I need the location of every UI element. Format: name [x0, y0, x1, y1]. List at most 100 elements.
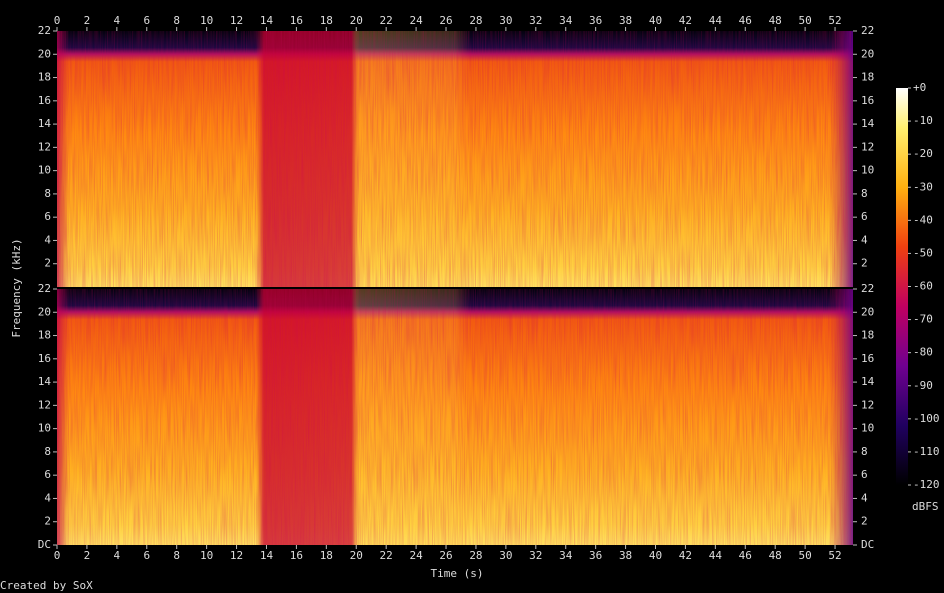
y-tick-label: 20 [38, 305, 51, 318]
colorbar-tick-label: -30 [913, 180, 933, 193]
x-tick-label: 42 [679, 14, 692, 27]
x-tick-label: 10 [200, 14, 213, 27]
x-tick-label: 50 [798, 549, 811, 562]
x-tick-label: 14 [260, 14, 274, 27]
x-tick-label: 8 [173, 14, 180, 27]
y-tick-label: 10 [861, 164, 874, 177]
x-tick-label: 0 [54, 14, 61, 27]
x-tick-label: 36 [589, 549, 602, 562]
y-tick-label: 8 [861, 187, 868, 200]
x-tick-label: 42 [679, 549, 692, 562]
colorbar-tick-label: -60 [913, 280, 933, 293]
y-tick-label: 20 [861, 305, 874, 318]
y-tick-label: 6 [44, 468, 51, 481]
y-tick-label: 22 [861, 24, 874, 37]
x-tick-label: 16 [290, 549, 303, 562]
x-tick-label: 48 [769, 549, 782, 562]
y-tick-label: 4 [861, 233, 868, 246]
x-tick-label: 26 [439, 549, 452, 562]
y-tick-label: 12 [861, 398, 874, 411]
x-tick-label: 38 [619, 549, 632, 562]
y-tick-label: 10 [861, 422, 874, 435]
y-tick-label: 16 [38, 94, 51, 107]
colorbar-tick-label: -100 [913, 412, 940, 425]
y-tick-label: 16 [861, 94, 874, 107]
x-tick-label: 0 [54, 549, 61, 562]
x-tick-label: 52 [828, 14, 841, 27]
y-tick-label: 4 [44, 491, 51, 504]
y-tick-label: 16 [861, 352, 874, 365]
x-tick-label: 4 [114, 14, 121, 27]
y-tick-label: 22 [38, 282, 51, 295]
x-tick-label: 46 [739, 14, 752, 27]
colorbar-tick-label: -10 [913, 114, 933, 127]
x-tick-label: 32 [529, 14, 542, 27]
y-tick-label: 20 [861, 47, 874, 60]
y-tick-label: 18 [861, 329, 874, 342]
y-tick-label: DC [861, 538, 874, 551]
colorbar-tick-label: -40 [913, 213, 933, 226]
x-tick-label: 40 [649, 14, 662, 27]
colorbar-tick-label: -90 [913, 379, 933, 392]
y-tick-label: 22 [861, 282, 874, 295]
y-tick-label: 14 [38, 117, 52, 130]
x-tick-label: 22 [380, 549, 393, 562]
x-tick-label: 16 [290, 14, 303, 27]
x-tick-label: 30 [499, 14, 512, 27]
x-tick-label: 6 [143, 14, 150, 27]
x-tick-label: 18 [320, 14, 333, 27]
x-axis-title: Time (s) [431, 567, 484, 580]
y-tick-label: 6 [44, 210, 51, 223]
y-tick-label: 2 [861, 257, 868, 270]
x-tick-label: 44 [709, 549, 723, 562]
x-tick-label: 20 [350, 14, 363, 27]
x-tick-label: 52 [828, 549, 841, 562]
colorbar-tick-label: -120 [913, 478, 940, 491]
x-tick-label: 2 [84, 14, 91, 27]
x-tick-label: 36 [589, 14, 602, 27]
x-tick-label: 18 [320, 549, 333, 562]
spectrogram-texture [57, 289, 853, 545]
credit: Created by SoX [0, 579, 93, 592]
y-axis-title: Frequency (kHz) [10, 238, 23, 337]
x-tick-label: 28 [469, 14, 482, 27]
colorbar-tick-label: -50 [913, 246, 933, 259]
x-tick-label: 4 [114, 549, 121, 562]
y-tick-label: 4 [44, 233, 51, 246]
x-tick-label: 46 [739, 549, 752, 562]
colorbar-tick-label: +0 [913, 81, 926, 94]
x-tick-label: 6 [143, 549, 150, 562]
y-tick-label: 12 [38, 398, 51, 411]
x-tick-label: 12 [230, 549, 243, 562]
colorbar-tick-label: -20 [913, 147, 933, 160]
colorbar-title: dBFS [912, 500, 939, 513]
y-tick-label: 10 [38, 422, 51, 435]
x-tick-label: 32 [529, 549, 542, 562]
colorbar-tick-label: -70 [913, 313, 933, 326]
x-tick-label: 14 [260, 549, 274, 562]
x-tick-label: 38 [619, 14, 632, 27]
x-tick-label: 24 [409, 549, 423, 562]
x-tick-label: 12 [230, 14, 243, 27]
y-tick-label: 8 [861, 445, 868, 458]
y-tick-label: 12 [38, 140, 51, 153]
x-tick-label: 48 [769, 14, 782, 27]
x-tick-label: 34 [559, 14, 573, 27]
y-tick-label: 6 [861, 468, 868, 481]
x-tick-label: 24 [409, 14, 423, 27]
y-tick-label: 14 [38, 375, 52, 388]
y-tick-label: 4 [861, 491, 868, 504]
y-tick-label: 14 [861, 117, 875, 130]
y-tick-label: 18 [38, 329, 51, 342]
x-tick-label: 26 [439, 14, 452, 27]
x-tick-label: 40 [649, 549, 662, 562]
x-tick-label: 20 [350, 549, 363, 562]
y-tick-label: 10 [38, 164, 51, 177]
y-tick-label: 18 [38, 71, 51, 84]
colorbar-tick-label: -110 [913, 445, 940, 458]
y-tick-label: 2 [44, 257, 51, 270]
x-tick-label: 2 [84, 549, 91, 562]
y-tick-label: 16 [38, 352, 51, 365]
y-tick-label: 22 [38, 24, 51, 37]
